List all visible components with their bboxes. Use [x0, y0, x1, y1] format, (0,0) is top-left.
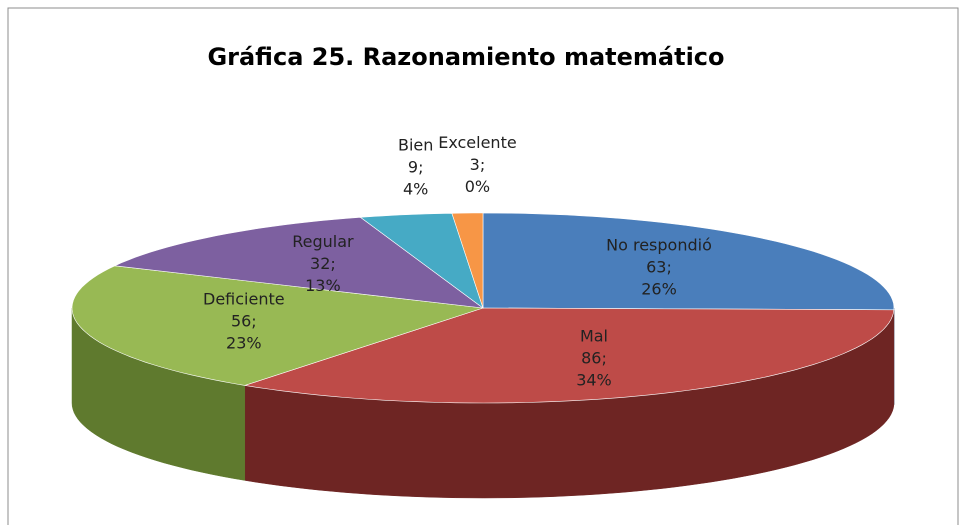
- data-label-percent: 0%: [465, 177, 490, 196]
- data-label-name: No respondió: [606, 236, 712, 255]
- data-label-name: Mal: [580, 326, 608, 345]
- chart-title: Gráfica 25. Razonamiento matemático: [207, 43, 724, 71]
- slice: [451, 212, 484, 309]
- data-label-value: 56;: [231, 311, 257, 330]
- data-label-name: Excelente: [438, 133, 516, 152]
- slice: [482, 212, 895, 311]
- data-label-percent: 4%: [403, 180, 428, 199]
- data-label-percent: 26%: [641, 280, 677, 299]
- data-label-name: Regular: [292, 232, 354, 251]
- data-label-value: 86;: [581, 348, 607, 367]
- slice: [71, 265, 484, 386]
- slice: [244, 307, 895, 404]
- data-label-percent: 23%: [226, 333, 262, 352]
- data-label-value: 63;: [646, 258, 672, 277]
- data-label-name: Deficiente: [203, 289, 285, 308]
- data-label-value: 32;: [310, 254, 336, 273]
- data-label-percent: 13%: [305, 276, 341, 295]
- data-label-name: Bien: [398, 136, 433, 155]
- data-label-value: 3;: [470, 155, 486, 174]
- data-label-value: 9;: [408, 158, 424, 177]
- slice: [359, 212, 484, 309]
- data-label-percent: 34%: [576, 370, 612, 389]
